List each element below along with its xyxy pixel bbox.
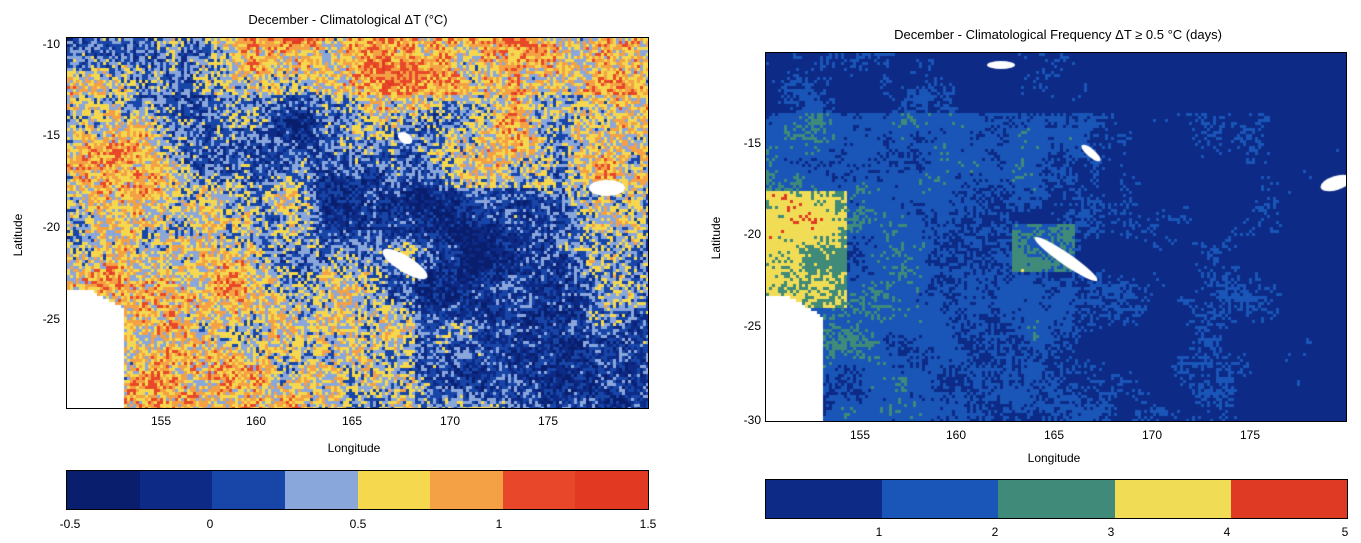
- right-colorbar-tick: 3: [1107, 525, 1115, 539]
- left-y-tick: -20: [42, 220, 60, 234]
- right-y-tick: -15: [743, 136, 761, 150]
- colorbar-segment: [882, 480, 999, 518]
- right-x-tick: 155: [849, 428, 871, 442]
- left-x-tick: 175: [537, 414, 559, 428]
- right-chart-title: December - Climatological Frequency ΔT ≥…: [894, 27, 1222, 42]
- left-colorbar-tick: 0: [206, 517, 214, 531]
- left-colorbar: [66, 470, 649, 510]
- right-y-tick: -20: [743, 227, 761, 241]
- left-x-tick: 170: [439, 414, 461, 428]
- right-x-tick: 175: [1239, 428, 1261, 442]
- right-x-tick: 165: [1043, 428, 1065, 442]
- left-heatmap-plot: [66, 37, 649, 409]
- left-heatmap-canvas: [67, 38, 648, 408]
- left-y-tick: -10: [42, 37, 60, 51]
- left-colorbar-tick: 1: [495, 517, 503, 531]
- left-y-tick: -25: [42, 312, 60, 326]
- colorbar-segment: [766, 480, 883, 518]
- left-colorbar-tick: -0.5: [59, 517, 81, 531]
- right-y-tick: -30: [743, 413, 761, 427]
- right-colorbar-tick: 5: [1341, 525, 1349, 539]
- colorbar-segment: [998, 480, 1115, 518]
- left-x-tick: 165: [341, 414, 363, 428]
- colorbar-segment: [139, 471, 213, 509]
- right-y-tick: -25: [743, 319, 761, 333]
- right-colorbar: [765, 479, 1348, 519]
- left-colorbar-tick: 0.5: [349, 517, 367, 531]
- right-colorbar-tick: 2: [991, 525, 999, 539]
- left-colorbar-tick: 1.5: [639, 517, 657, 531]
- colorbar-segment: [430, 471, 503, 509]
- colorbar-segment: [357, 471, 431, 509]
- colorbar-segment: [1230, 480, 1347, 518]
- left-x-tick: 160: [245, 414, 267, 428]
- right-colorbar-tick: 1: [875, 525, 883, 539]
- left-x-axis-label: Longitude: [327, 441, 381, 455]
- colorbar-segment: [502, 471, 576, 509]
- colorbar-segment: [212, 471, 285, 509]
- colorbar-segment: [1114, 480, 1231, 518]
- left-y-axis-label: Latitude: [11, 213, 25, 257]
- right-y-axis-label: Latitude: [709, 216, 723, 260]
- right-x-tick: 170: [1141, 428, 1163, 442]
- left-y-tick: -15: [42, 128, 60, 142]
- right-x-axis-label: Longitude: [1027, 451, 1081, 465]
- left-x-tick: 155: [150, 414, 172, 428]
- right-heatmap-plot: [765, 52, 1347, 422]
- left-chart-title: December - Climatological ΔT (°C): [248, 12, 448, 27]
- colorbar-segment: [67, 471, 140, 509]
- right-colorbar-tick: 4: [1223, 525, 1231, 539]
- right-x-tick: 160: [945, 428, 967, 442]
- right-heatmap-canvas: [766, 53, 1346, 421]
- colorbar-segment: [575, 471, 648, 509]
- colorbar-segment: [284, 471, 358, 509]
